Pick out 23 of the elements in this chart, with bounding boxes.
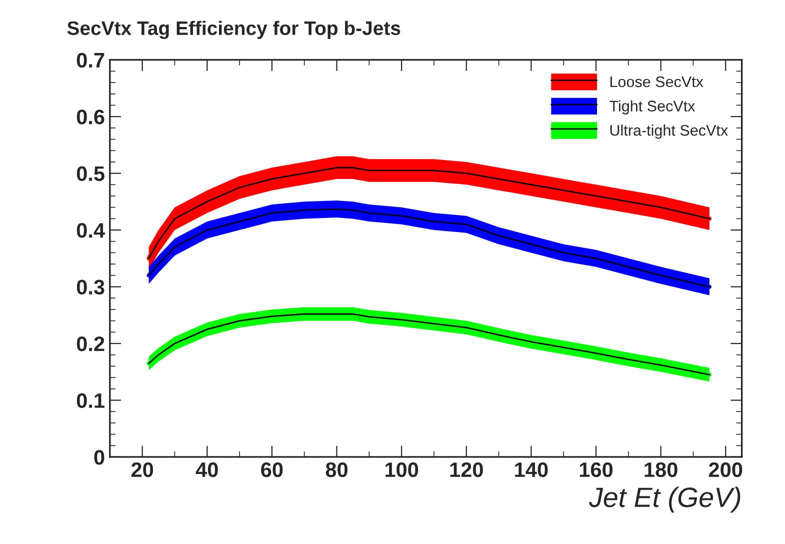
y-tick-label: 0.2 xyxy=(76,336,104,352)
x-tick-label: 100 xyxy=(385,462,418,478)
x-tick-label: 180 xyxy=(644,462,678,478)
y-tick-label: 0.1 xyxy=(76,393,104,408)
x-tick-label: 120 xyxy=(450,462,483,478)
x-tick-label: 200 xyxy=(708,462,742,478)
x-tick-label: 60 xyxy=(261,462,283,478)
y-tick-label: 0 xyxy=(94,450,104,465)
legend-label: Loose SecVtx xyxy=(610,76,704,88)
x-tick-label: 160 xyxy=(580,462,613,478)
y-tick-label: 0.4 xyxy=(76,223,105,238)
x-tick-label: 140 xyxy=(515,462,548,478)
x-tick-label: 80 xyxy=(326,462,348,478)
y-tick-label: 0.5 xyxy=(76,166,104,182)
x-tick-label: 20 xyxy=(131,462,154,478)
y-tick-label: 0.3 xyxy=(76,280,104,295)
y-tick-label: 0.7 xyxy=(76,52,104,68)
y-tick-label: 0.6 xyxy=(76,110,104,124)
x-tick-label: 40 xyxy=(196,462,218,478)
chart-title: SecVtx Tag Efficiency for Top b-Jets xyxy=(67,20,400,40)
x-axis-title: Jet Et (GeV) xyxy=(588,486,740,513)
legend-label: Ultra-tight SecVtx xyxy=(610,124,728,139)
legend-label: Tight SecVtx xyxy=(610,100,696,114)
